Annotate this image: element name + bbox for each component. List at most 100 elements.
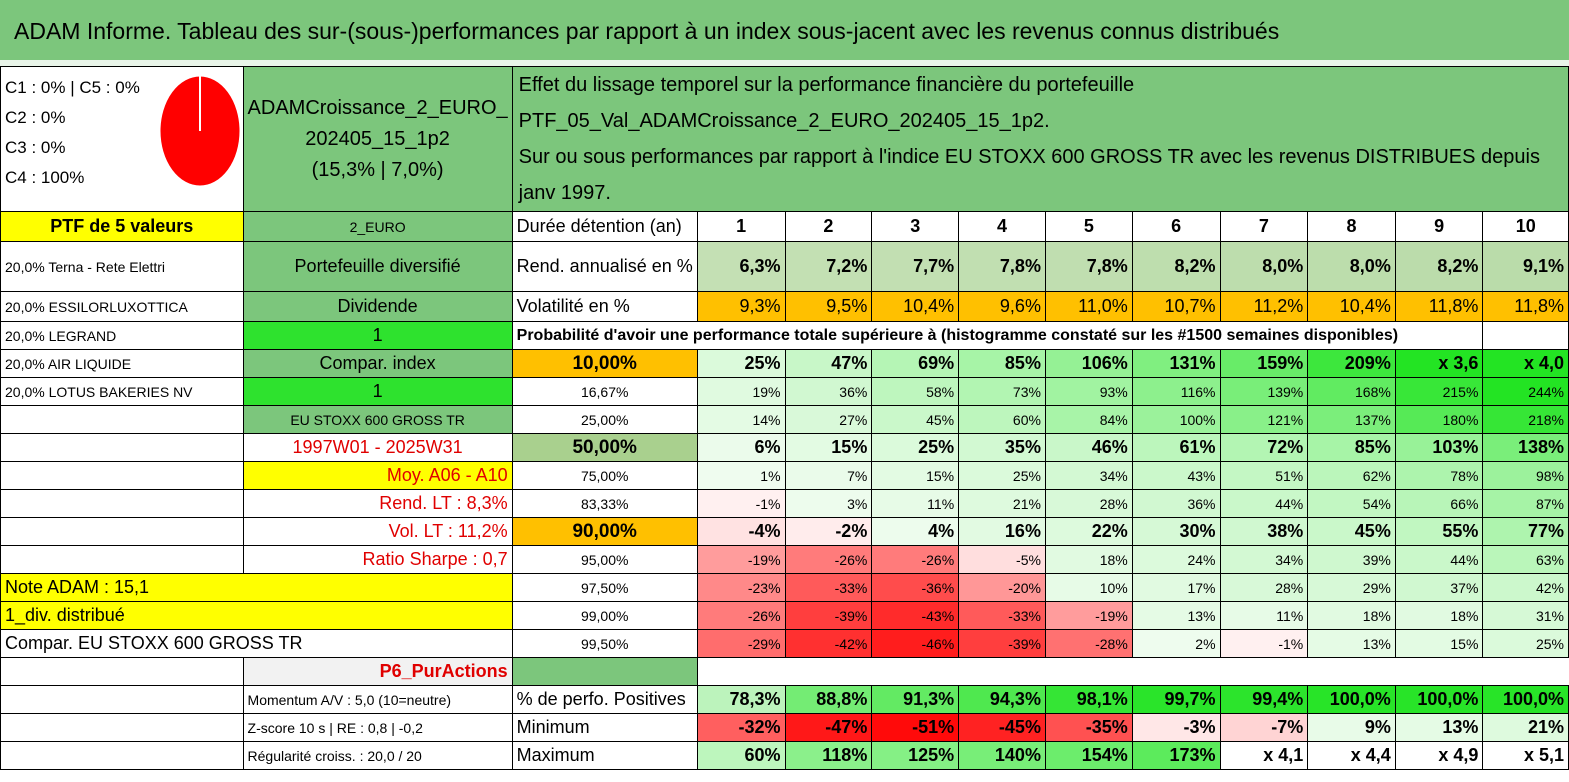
quantile-cell: 58% [871, 377, 960, 406]
quantile-cell: 218% [1482, 405, 1569, 434]
quantile-cell: 103% [1394, 433, 1484, 462]
quantile-cell: 13% [1131, 601, 1221, 630]
momentum-label: Momentum A/V : 5,0 (10=neutre) [242, 685, 513, 714]
empty-cell [0, 545, 244, 574]
side-label: Vol. LT : 11,2% [242, 517, 513, 546]
minimum-cell: -3% [1131, 713, 1221, 742]
quantile-row: Vol. LT : 11,2% 90,00% -4% -2% 4% 16% 22% 30% 38… [0, 517, 1569, 546]
rendement-cell: 7,2% [784, 241, 873, 292]
quantile-cell: x 4,0 [1482, 349, 1569, 378]
quantile-row: Compar. EU STOXX 600 GROSS TR 99,50% -29% -… [0, 629, 1569, 658]
minimum-cell: 13% [1394, 713, 1484, 742]
allocation-pie-chart [157, 73, 243, 189]
holding-item: 20,0% AIR LIQUIDE [0, 349, 244, 378]
strategy-label: P6_PurActions [242, 657, 513, 686]
fund-name-line: ADAMCroissance_2_EURO_ [247, 96, 508, 119]
quantile-cell: -23% [696, 573, 786, 602]
positives-cell: 100,0% [1482, 685, 1569, 714]
quantile-cell: -26% [696, 601, 786, 630]
quantile-cell: 100% [1131, 405, 1221, 434]
quantile-cell: 168% [1307, 377, 1396, 406]
year-header: 10 [1482, 211, 1569, 242]
quantile-cell: 25% [696, 349, 786, 378]
minimum-cell: -35% [1044, 713, 1133, 742]
quantile-row: Note ADAM : 15,1 97,50% -23% -33% -36% -20% 10… [0, 573, 1569, 602]
maximum-cell: x 5,1 [1482, 741, 1569, 770]
quantile-cell: 28% [1044, 489, 1133, 518]
quantile-cell: -1% [1219, 629, 1309, 658]
volatilite-cell: 11,8% [1482, 291, 1569, 322]
quantile-row: 1997W01 - 2025W31 50,00% 6% 15% 25% 35% 46% 61%… [0, 433, 1569, 462]
quantile-row: EU STOXX 600 GROSS TR 25,00% 14% 27% 45% 60% 8… [0, 405, 1569, 434]
probability-threshold: 83,33% [511, 489, 698, 518]
holding-item: 20,0% Terna - Rete Elettri [0, 241, 244, 292]
quantile-cell: 2% [1131, 629, 1221, 658]
rendement-cell: 7,7% [871, 241, 960, 292]
rendement-cell: 8,0% [1307, 241, 1396, 292]
minimum-cell: -32% [696, 713, 786, 742]
quantile-cell: 85% [958, 349, 1046, 378]
probability-threshold: 16,67% [511, 377, 698, 406]
title-separator [0, 60, 1569, 66]
side-label: Rend. LT : 8,3% [242, 489, 513, 518]
quantile-cell: 11% [1219, 601, 1309, 630]
portfolio-header: PTF de 5 valeurs [0, 211, 244, 242]
quantile-cell: 13% [1307, 629, 1396, 658]
quantile-cell: 77% [1482, 517, 1569, 546]
rendement-cell: 7,8% [1044, 241, 1133, 292]
label-duree: Durée détention (an) [511, 211, 698, 242]
empty-cell [0, 433, 244, 462]
performance-table: C1 : 0% | C5 : 0% C2 : 0% C3 : 0% C4 : 100%… [0, 66, 1569, 770]
description-line-1: Effet du lissage temporel sur la perform… [518, 74, 1135, 132]
minimum-cell: 9% [1307, 713, 1396, 742]
year-header: 3 [871, 211, 960, 242]
quantile-cell: 24% [1131, 545, 1221, 574]
quantile-cell: 3% [784, 489, 873, 518]
quantile-cell: 209% [1307, 349, 1396, 378]
side-note: 1_div. distribué [0, 601, 513, 630]
description-cell: Effet du lissage temporel sur la perform… [511, 66, 1569, 212]
positives-cell: 99,7% [1131, 685, 1221, 714]
quantile-cell: -19% [696, 545, 786, 574]
quantile-cell: 87% [1482, 489, 1569, 518]
quantile-cell: 78% [1394, 461, 1484, 490]
quantile-cell: 63% [1482, 545, 1569, 574]
probability-threshold: 99,00% [511, 601, 698, 630]
minimum-cell: -7% [1219, 713, 1309, 742]
quantile-cell: -33% [958, 601, 1046, 630]
quantile-cell: 44% [1394, 545, 1484, 574]
year-header: 2 [784, 211, 873, 242]
maximum-cell: 118% [784, 741, 873, 770]
volatilite-row: 20,0% ESSILORLUXOTTICA Dividende Volatilit… [0, 291, 1569, 322]
empty-cell [0, 461, 244, 490]
quantile-cell: 66% [1394, 489, 1484, 518]
positives-cell: 88,8% [784, 685, 873, 714]
quantile-cell: 60% [958, 405, 1046, 434]
positives-cell: 100,0% [1394, 685, 1484, 714]
side-label: Ratio Sharpe : 0,7 [242, 545, 513, 574]
strategy-swatch [511, 657, 698, 686]
minimum-cell: 21% [1482, 713, 1569, 742]
quantile-row: Rend. LT : 8,3% 83,33% -1% 3% 11% 21% 28% 36% 44… [0, 489, 1569, 518]
quantile-cell: 36% [784, 377, 873, 406]
description-line-2: Sur ou sous performances par rapport à l… [518, 146, 1540, 204]
quantile-cell: 215% [1394, 377, 1484, 406]
quantile-cell: 15% [1394, 629, 1484, 658]
positives-cell: 78,3% [696, 685, 786, 714]
year-header: 8 [1307, 211, 1396, 242]
allocation-legend-item: C1 : 0% | C5 : 0% [5, 78, 140, 97]
portfolio-type: Portefeuille diversifié [242, 241, 513, 292]
quantile-cell: -1% [696, 489, 786, 518]
quantile-cell: 42% [1482, 573, 1569, 602]
volatilite-cell: 9,6% [958, 291, 1046, 322]
quantile-cell: 39% [1307, 545, 1396, 574]
quantile-cell: 34% [1219, 545, 1309, 574]
quantile-cell: -29% [696, 629, 786, 658]
rendement-cell: 7,8% [958, 241, 1046, 292]
quantile-cell: -26% [871, 545, 960, 574]
quantile-cell: 43% [1131, 461, 1221, 490]
quantile-cell: 15% [871, 461, 960, 490]
volatilite-cell: 10,4% [871, 291, 960, 322]
maximum-cell: x 4,1 [1219, 741, 1309, 770]
quantile-cell: 46% [1044, 433, 1133, 462]
